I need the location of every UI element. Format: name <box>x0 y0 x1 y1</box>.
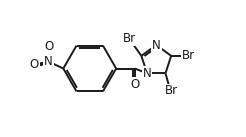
Text: O: O <box>130 78 139 91</box>
Text: N: N <box>44 55 53 68</box>
Text: O: O <box>44 40 53 53</box>
Text: Br: Br <box>165 84 178 97</box>
Text: O: O <box>29 58 39 71</box>
Text: Br: Br <box>123 32 136 45</box>
Text: N: N <box>143 67 152 80</box>
Text: N: N <box>152 38 161 52</box>
Text: Br: Br <box>182 49 195 62</box>
